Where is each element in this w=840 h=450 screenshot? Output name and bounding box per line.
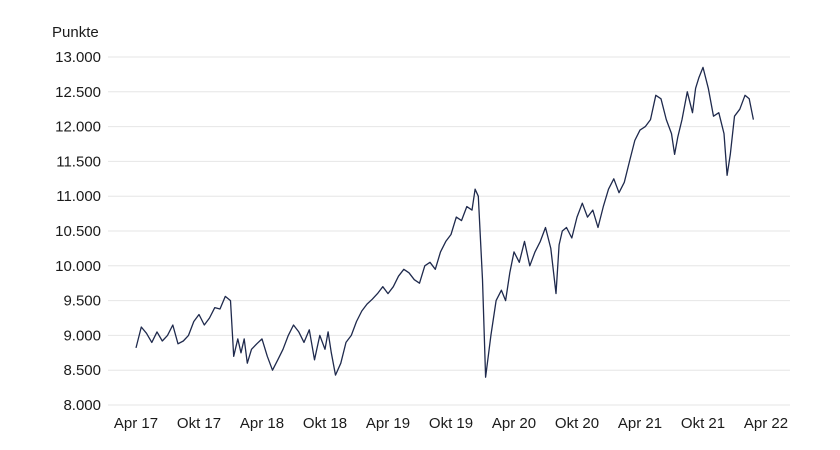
gridlines: [108, 56, 790, 406]
y-tick-label: 11.500: [56, 153, 101, 170]
x-tick-label: Apr 20: [492, 415, 536, 432]
x-tick-label: Okt 17: [177, 415, 221, 432]
y-tick-label: 8.000: [63, 397, 101, 414]
y-tick-label: 10.500: [55, 223, 101, 240]
x-tick-label: Okt 21: [681, 415, 725, 432]
x-tick-label: Apr 18: [240, 415, 284, 432]
x-tick-label: Apr 21: [618, 415, 662, 432]
y-tick-label: 10.000: [55, 258, 101, 275]
y-tick-label: 12.500: [55, 84, 101, 101]
y-axis-ticks: 8.000 8.500 9.000 9.500 10.000 10.500 11.000 11…: [55, 49, 101, 414]
x-axis-ticks: Apr 17 Okt 17 Apr 18 Okt 18 Apr 19 Okt 19 Apr …: [114, 415, 788, 432]
y-tick-label: 9.000: [63, 327, 101, 344]
x-tick-label: Apr 17: [114, 415, 158, 432]
x-tick-label: Okt 19: [429, 415, 473, 432]
y-tick-label: 8.500: [63, 362, 101, 379]
x-tick-label: Okt 18: [303, 415, 347, 432]
y-tick-label: 9.500: [63, 293, 101, 310]
x-tick-label: Apr 19: [366, 415, 410, 432]
x-tick-label: Apr 22: [744, 415, 788, 432]
series-group: [135, 66, 755, 378]
y-axis-unit-label: Punkte: [52, 24, 99, 41]
y-tick-label: 11.000: [56, 188, 101, 205]
x-tick-label: Okt 20: [555, 415, 599, 432]
series-line: [135, 66, 755, 378]
y-tick-label: 13.000: [55, 49, 101, 66]
y-tick-label: 12.000: [55, 119, 101, 136]
